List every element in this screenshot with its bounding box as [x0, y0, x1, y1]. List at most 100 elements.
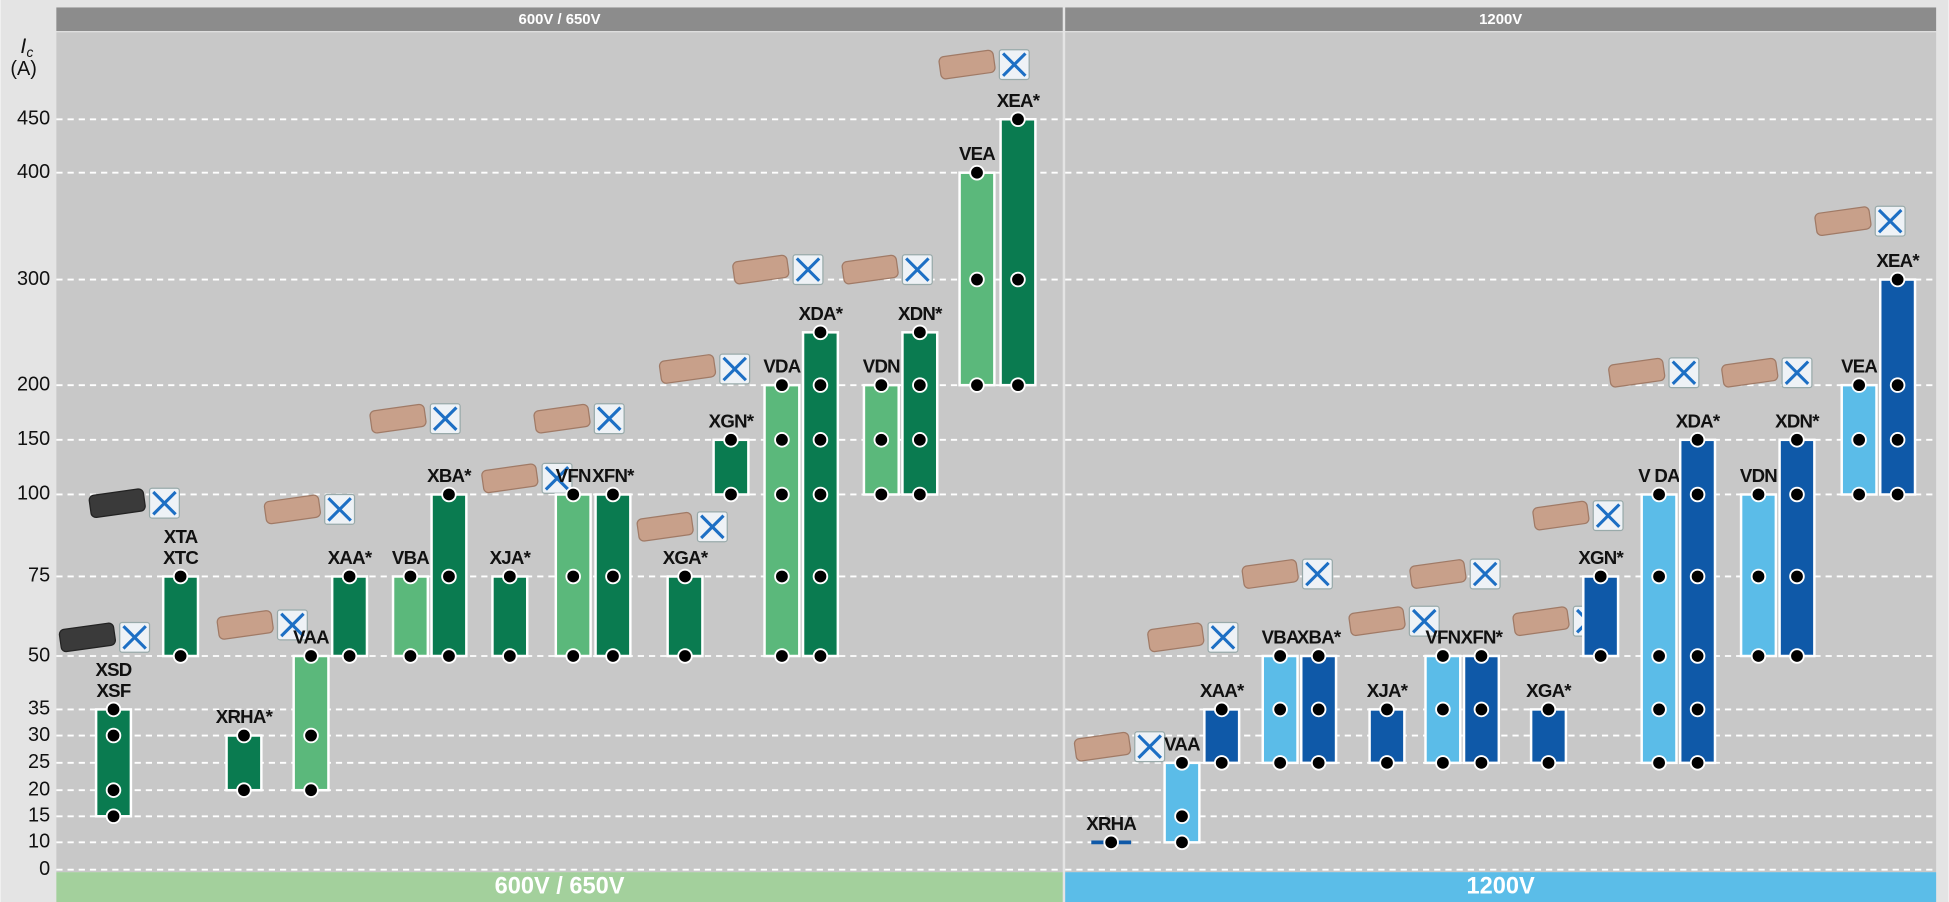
product-label: XTA	[164, 526, 198, 547]
value-dot	[503, 649, 517, 663]
product-label: XRHA	[1086, 813, 1136, 834]
product-label: VAA	[1164, 733, 1200, 754]
value-dot	[724, 488, 738, 502]
value-dot	[1891, 488, 1905, 502]
range-bar	[294, 656, 329, 790]
value-dot	[1691, 756, 1705, 770]
value-dot	[566, 488, 580, 502]
value-dot	[1312, 703, 1326, 717]
value-dot	[1852, 433, 1866, 447]
range-bar	[714, 440, 749, 495]
product-label: XAA*	[1200, 680, 1245, 701]
value-dot	[913, 326, 927, 340]
product-label: XGA*	[663, 547, 709, 568]
product-label: VDN	[1740, 465, 1777, 486]
product-label: XSD	[95, 659, 131, 680]
value-dot	[1691, 703, 1705, 717]
value-dot	[814, 433, 828, 447]
panel-header-label: 600V / 650V	[519, 12, 601, 28]
value-dot	[678, 570, 692, 584]
product-label: VBA	[1262, 627, 1299, 648]
value-dot	[1011, 273, 1025, 287]
product-label: VDN	[863, 356, 900, 377]
value-dot	[404, 570, 418, 584]
value-dot	[913, 488, 927, 502]
value-dot	[1104, 836, 1118, 850]
range-bar	[1204, 709, 1239, 762]
value-dot	[1652, 703, 1666, 717]
value-dot	[913, 433, 927, 447]
value-dot	[1215, 703, 1229, 717]
product-label: XRHA*	[216, 706, 274, 727]
range-bar	[1642, 494, 1677, 762]
value-dot	[606, 570, 620, 584]
value-dot	[1691, 433, 1705, 447]
panel-footer-label: 1200V	[1467, 873, 1535, 899]
value-dot	[1215, 756, 1229, 770]
product-label: XBA*	[1297, 627, 1342, 648]
product-label: XDA*	[1676, 410, 1721, 431]
value-dot	[606, 649, 620, 663]
product-label: XGN*	[1578, 547, 1624, 568]
value-dot	[1691, 488, 1705, 502]
value-dot	[874, 378, 888, 392]
value-dot	[1436, 756, 1450, 770]
value-dot	[775, 570, 789, 584]
product-label: XDN*	[1775, 410, 1820, 431]
value-dot	[1790, 488, 1804, 502]
product-label: XDA*	[799, 303, 844, 324]
value-dot	[1273, 703, 1287, 717]
value-dot	[442, 649, 456, 663]
value-dot	[1752, 488, 1766, 502]
value-dot	[442, 488, 456, 502]
value-dot	[724, 433, 738, 447]
value-dot	[814, 488, 828, 502]
value-dot	[1790, 570, 1804, 584]
value-dot	[1175, 809, 1189, 823]
value-dot	[1312, 649, 1326, 663]
value-dot	[775, 378, 789, 392]
range-bar	[96, 709, 131, 816]
value-dot	[1475, 756, 1489, 770]
product-label: XBA*	[427, 465, 472, 486]
product-label: VBA	[392, 547, 429, 568]
value-dot	[237, 729, 251, 743]
range-bar	[393, 576, 428, 656]
value-dot	[503, 570, 517, 584]
value-dot	[1312, 756, 1326, 770]
value-dot	[174, 570, 188, 584]
value-dot	[107, 809, 121, 823]
value-dot	[874, 433, 888, 447]
value-dot	[566, 570, 580, 584]
value-dot	[814, 649, 828, 663]
value-dot	[1752, 649, 1766, 663]
value-dot	[1475, 703, 1489, 717]
value-dot	[814, 378, 828, 392]
value-dot	[1380, 703, 1394, 717]
value-dot	[1273, 649, 1287, 663]
value-dot	[304, 729, 318, 743]
value-dot	[1891, 273, 1905, 287]
value-dot	[1752, 570, 1766, 584]
value-dot	[174, 649, 188, 663]
y-tick-label: 20	[28, 778, 50, 800]
value-dot	[1011, 378, 1025, 392]
range-bar	[1780, 440, 1815, 656]
value-dot	[1380, 756, 1394, 770]
value-dot	[678, 649, 692, 663]
product-label: XSF	[97, 680, 131, 701]
value-dot	[343, 649, 357, 663]
panel-footer-label: 600V / 650V	[495, 873, 625, 899]
product-label: XJA*	[490, 547, 532, 568]
product-label: XGA*	[1526, 680, 1572, 701]
range-bar	[1370, 709, 1405, 762]
value-dot	[1011, 112, 1025, 126]
y-tick-label: 30	[28, 724, 50, 746]
value-dot	[775, 488, 789, 502]
value-dot	[1790, 433, 1804, 447]
product-label: XEA*	[997, 90, 1041, 111]
value-dot	[237, 783, 251, 797]
product-label: XFN*	[1461, 627, 1504, 648]
value-dot	[1891, 378, 1905, 392]
value-dot	[814, 326, 828, 340]
